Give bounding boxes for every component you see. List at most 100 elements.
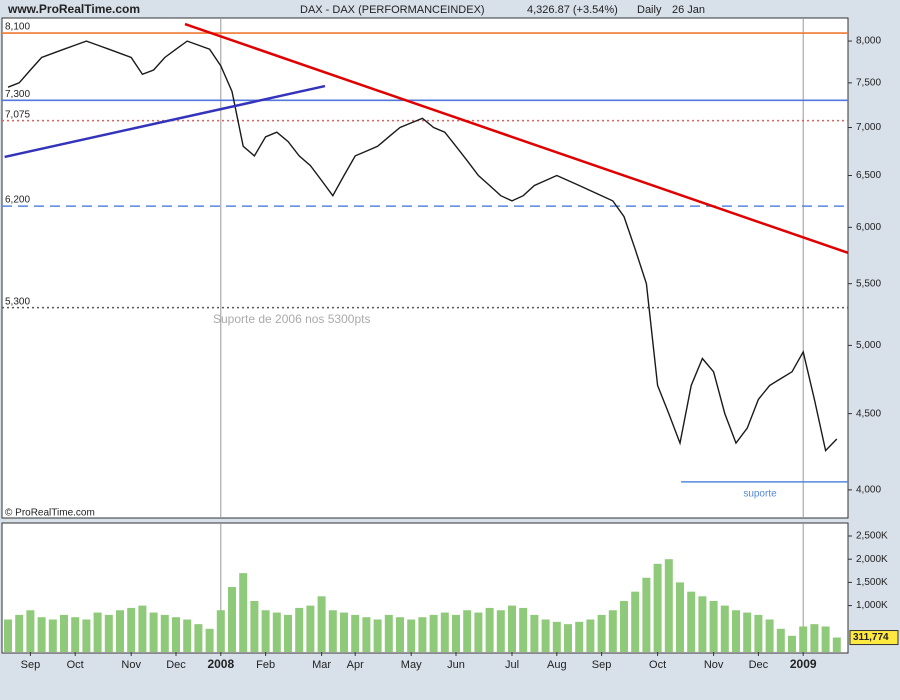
volume-bar <box>384 614 393 652</box>
period: Daily <box>637 4 662 16</box>
x-tick-label: Oct <box>649 659 666 671</box>
volume-bar <box>272 612 281 652</box>
x-tick-label: Nov <box>704 659 724 671</box>
y-tick-label: 7,000 <box>856 122 881 133</box>
volume-bar <box>586 619 595 652</box>
volume-bar <box>485 607 494 652</box>
price-panel <box>1 17 849 519</box>
volume-bar <box>575 621 584 652</box>
date: 26 Jan <box>672 4 705 16</box>
volume-bar <box>474 612 483 652</box>
volume-bar <box>172 617 180 652</box>
last-volume-box <box>849 630 899 646</box>
y-tick-label: 5,000 <box>856 340 881 351</box>
volume-bar <box>407 619 416 652</box>
volume-bar <box>452 614 460 652</box>
last-volume-label: 311,774 <box>853 632 889 643</box>
volume-bar <box>261 610 270 652</box>
x-tick-label: Jul <box>505 659 519 671</box>
volume-bar <box>306 605 315 652</box>
level-label: 8,100 <box>5 22 30 33</box>
volume-bar <box>205 628 214 652</box>
volume-bar <box>429 614 438 652</box>
volume-bar <box>93 612 102 652</box>
volume-bar <box>440 612 449 652</box>
x-tick-label: Feb <box>256 659 275 671</box>
volume-tick-label: 2,000K <box>856 554 888 565</box>
x-tick-label: Dec <box>166 659 186 671</box>
volume-bar <box>799 626 808 652</box>
y-tick-label: 4,500 <box>856 408 881 419</box>
volume-bar <box>351 614 360 652</box>
footer: © ProRealTime.com <box>5 508 95 519</box>
volume-bar <box>664 559 673 652</box>
volume-bar <box>194 624 203 652</box>
volume-bar <box>608 610 617 652</box>
volume-bar <box>496 610 505 652</box>
volume-bar <box>552 621 561 652</box>
volume-bar <box>754 614 763 652</box>
volume-bar <box>160 614 169 652</box>
x-tick-label: Apr <box>347 659 364 671</box>
volume-bar <box>295 607 304 652</box>
x-tick-label: May <box>401 659 422 671</box>
volume-bar <box>15 614 24 652</box>
price-line <box>7 40 838 453</box>
volume-bar <box>687 591 696 652</box>
volume-bar <box>709 600 718 652</box>
volume-bar <box>328 610 337 652</box>
y-tick-label: 6,500 <box>856 170 881 181</box>
volume-bar <box>26 610 35 652</box>
volume-bar <box>340 612 348 652</box>
volume-bar <box>642 577 651 652</box>
volume-bar <box>284 614 292 652</box>
x-tick-label: Mar <box>312 659 331 671</box>
volume-bar <box>743 612 752 652</box>
volume-bar <box>216 610 225 652</box>
x-tick-label: Nov <box>121 659 141 671</box>
volume-bar <box>373 619 382 652</box>
x-tick-label: Dec <box>749 659 769 671</box>
volume-bar <box>519 607 528 652</box>
volume-bar <box>138 605 147 652</box>
volume-bar <box>71 617 80 652</box>
y-tick-label: 8,000 <box>856 36 881 47</box>
volume-bar <box>37 617 46 652</box>
volume-tick-label: 2,500K <box>856 531 888 542</box>
volume-bar <box>82 619 91 652</box>
volume-bar <box>183 619 192 652</box>
y-tick-label: 6,000 <box>856 222 881 233</box>
trendline <box>4 84 326 159</box>
volume-bar <box>832 637 841 652</box>
volume-bar <box>776 628 785 652</box>
volume-bar <box>116 610 124 652</box>
volume-tick-label: 1,500K <box>856 577 888 588</box>
x-tick-label: 2009 <box>790 657 817 671</box>
volume-bar <box>530 614 539 652</box>
x-tick-label: Jun <box>447 659 465 671</box>
trendline <box>184 22 849 255</box>
volume-bar <box>564 624 572 652</box>
x-tick-label: Aug <box>547 659 567 671</box>
level-label: 7,300 <box>5 89 30 100</box>
y-tick-label: 7,500 <box>856 77 881 88</box>
level-label: 5,300 <box>5 296 30 307</box>
instrument: DAX - DAX (PERFORMANCEINDEX) <box>300 4 485 16</box>
volume-bar <box>60 614 68 652</box>
x-tick-label: Sep <box>21 659 41 671</box>
y-tick-label: 5,500 <box>856 278 881 289</box>
volume-bar <box>104 614 113 652</box>
volume-bar <box>250 600 259 652</box>
volume-bar <box>788 635 796 652</box>
volume-bar <box>4 619 12 652</box>
volume-bar <box>362 617 371 652</box>
level-label: 6,200 <box>5 195 30 206</box>
volume-bar <box>653 563 662 652</box>
volume-bar <box>48 619 57 652</box>
volume-bar <box>732 610 740 652</box>
volume-bar <box>676 582 684 652</box>
x-tick-label: Sep <box>592 659 612 671</box>
volume-bar <box>508 605 516 652</box>
volume-tick-label: 1,000K <box>856 600 888 611</box>
quote: 4,326.87 (+3.54%) <box>527 4 618 16</box>
